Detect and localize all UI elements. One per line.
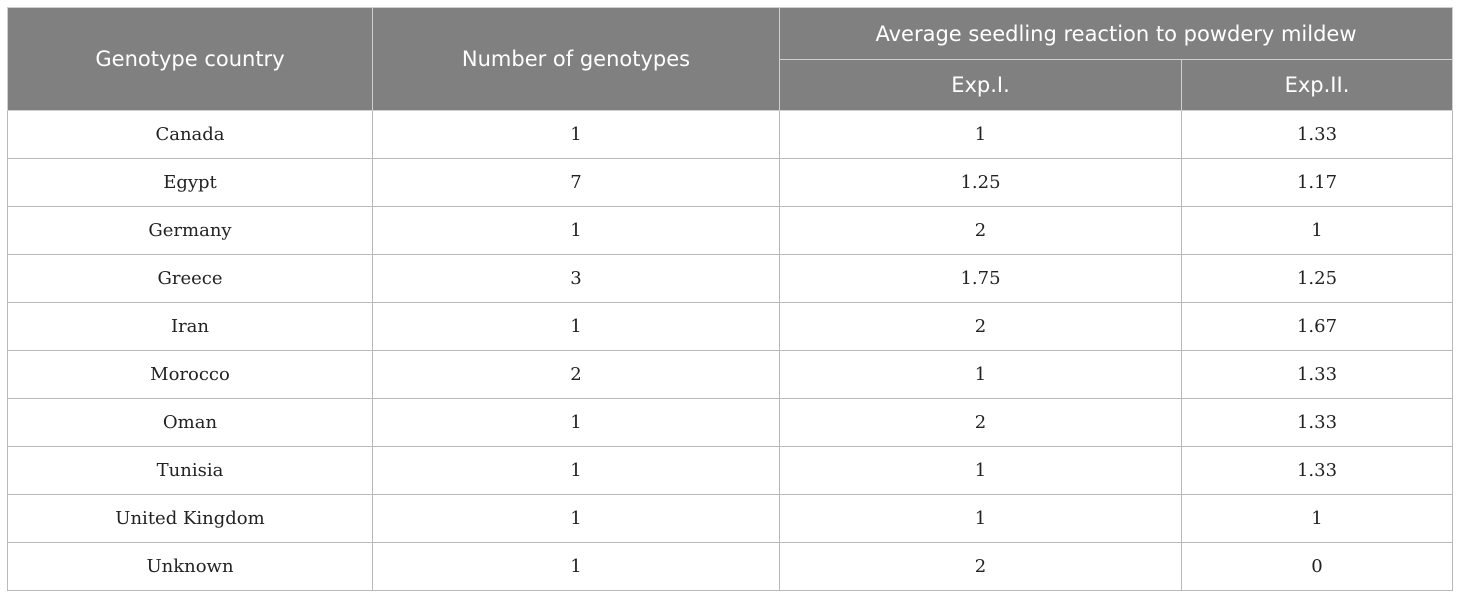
- table-row: United Kingdom 1 1 1: [7, 494, 1453, 543]
- table-row: Egypt 7 1.25 1.17: [7, 158, 1453, 207]
- cell-exp-2: 1: [1181, 206, 1453, 255]
- cell-number-of-genotypes: 7: [372, 158, 780, 207]
- cell-country: Greece: [7, 254, 373, 303]
- header-genotype-country: Genotype country: [7, 7, 373, 111]
- cell-exp-2: 1.17: [1181, 158, 1453, 207]
- header-exp-2: Exp.II.: [1181, 59, 1453, 111]
- cell-exp-1: 2: [779, 206, 1182, 255]
- cell-exp-1: 1: [779, 110, 1182, 159]
- cell-exp-2: 1.33: [1181, 350, 1453, 399]
- cell-exp-1: 2: [779, 542, 1182, 591]
- cell-exp-1: 1.75: [779, 254, 1182, 303]
- cell-exp-2: 1: [1181, 494, 1453, 543]
- cell-country: Tunisia: [7, 446, 373, 495]
- data-table-container: Genotype country Number of genotypes Ave…: [7, 7, 1453, 591]
- table-body: Canada 1 1 1.33 Egypt 7 1.25 1.17 Germany 1 2 1 Gree…: [7, 110, 1453, 591]
- header-average-seedling-reaction: Average seedling reaction to powdery mil…: [779, 7, 1453, 60]
- cell-exp-1: 2: [779, 302, 1182, 351]
- cell-exp-2: 1.25: [1181, 254, 1453, 303]
- cell-exp-1: 1: [779, 446, 1182, 495]
- cell-country: Germany: [7, 206, 373, 255]
- cell-country: Morocco: [7, 350, 373, 399]
- cell-exp-1: 2: [779, 398, 1182, 447]
- cell-exp-1: 1.25: [779, 158, 1182, 207]
- table-row: Iran 1 2 1.67: [7, 302, 1453, 351]
- header-number-of-genotypes: Number of genotypes: [372, 7, 780, 111]
- cell-number-of-genotypes: 2: [372, 350, 780, 399]
- cell-country: Egypt: [7, 158, 373, 207]
- cell-exp-1: 1: [779, 494, 1182, 543]
- cell-number-of-genotypes: 3: [372, 254, 780, 303]
- cell-number-of-genotypes: 1: [372, 494, 780, 543]
- cell-exp-1: 1: [779, 350, 1182, 399]
- cell-number-of-genotypes: 1: [372, 446, 780, 495]
- cell-exp-2: 0: [1181, 542, 1453, 591]
- cell-country: Canada: [7, 110, 373, 159]
- genotype-reaction-table: Genotype country Number of genotypes Ave…: [7, 7, 1453, 591]
- table-row: Greece 3 1.75 1.25: [7, 254, 1453, 303]
- table-row: Germany 1 2 1: [7, 206, 1453, 255]
- cell-number-of-genotypes: 1: [372, 398, 780, 447]
- table-header: Genotype country Number of genotypes Ave…: [7, 7, 1453, 111]
- table-row: Tunisia 1 1 1.33: [7, 446, 1453, 495]
- table-row: Morocco 2 1 1.33: [7, 350, 1453, 399]
- table-row: Unknown 1 2 0: [7, 542, 1453, 591]
- cell-country: United Kingdom: [7, 494, 373, 543]
- cell-exp-2: 1.33: [1181, 398, 1453, 447]
- header-exp-1: Exp.I.: [779, 59, 1182, 111]
- cell-country: Unknown: [7, 542, 373, 591]
- table-row: Canada 1 1 1.33: [7, 110, 1453, 159]
- cell-exp-2: 1.33: [1181, 110, 1453, 159]
- cell-number-of-genotypes: 1: [372, 110, 780, 159]
- cell-number-of-genotypes: 1: [372, 302, 780, 351]
- cell-exp-2: 1.67: [1181, 302, 1453, 351]
- cell-exp-2: 1.33: [1181, 446, 1453, 495]
- cell-number-of-genotypes: 1: [372, 542, 780, 591]
- cell-country: Iran: [7, 302, 373, 351]
- cell-number-of-genotypes: 1: [372, 206, 780, 255]
- table-row: Oman 1 2 1.33: [7, 398, 1453, 447]
- cell-country: Oman: [7, 398, 373, 447]
